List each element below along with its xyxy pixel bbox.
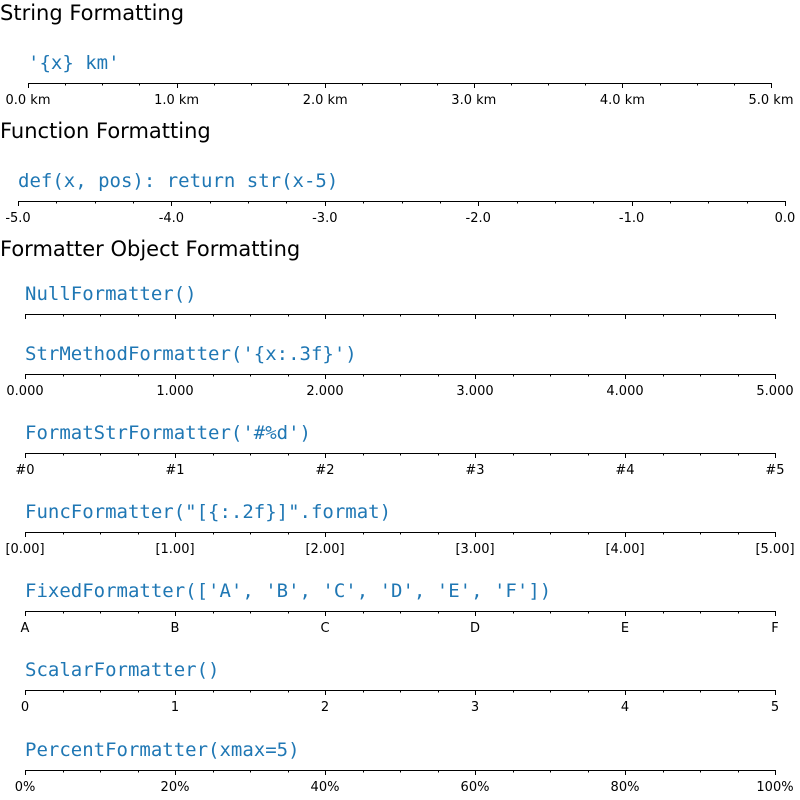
tick-label: 20% (160, 780, 190, 795)
formatter-annotation: PercentFormatter(xmax=5) (25, 739, 300, 761)
tick-label: 2.000 (306, 384, 344, 399)
tick-label: #0 (15, 463, 35, 478)
tick-label: 1.0 km (154, 93, 200, 108)
tick-label: #1 (165, 463, 185, 478)
tick-label: #3 (465, 463, 485, 478)
tick-label: 100% (756, 780, 794, 795)
tick-label: [3.00] (455, 542, 495, 557)
tick-label: 0 (20, 700, 30, 715)
tick-label: C (320, 621, 330, 636)
tick-label: 5 (770, 700, 780, 715)
formatter-annotation: StrMethodFormatter('{x:.3f}') (25, 343, 357, 365)
tick-label: 40% (310, 780, 340, 795)
formatter-annotation: FixedFormatter(['A', 'B', 'C', 'D', 'E',… (25, 580, 552, 602)
formatter-annotation: FuncFormatter("[{:.2f}]".format) (25, 501, 392, 523)
tick-label: 0.0 km (5, 93, 51, 108)
tick-label: 4.0 km (599, 93, 645, 108)
tick-label: 3.0 km (451, 93, 497, 108)
tick-label: 0.0 (774, 211, 796, 226)
tick-label: 2 (320, 700, 330, 715)
tick-label: #2 (315, 463, 335, 478)
tick-label: -2.0 (465, 211, 491, 226)
formatter-annotation: ScalarFormatter() (25, 659, 220, 681)
tick-label: 4 (620, 700, 630, 715)
formatter-annotation: FormatStrFormatter('#%d') (25, 422, 311, 444)
tick-label: D (469, 621, 481, 636)
tick-label: 4.000 (606, 384, 644, 399)
tick-label: 5.000 (756, 384, 794, 399)
tick-label: 3.000 (456, 384, 494, 399)
formatter-annotation: '{x} km' (28, 52, 120, 74)
tick-label: [5.00] (755, 542, 795, 557)
tick-label: -3.0 (312, 211, 338, 226)
section-title-string: String Formatting (0, 1, 185, 25)
tick-label: -5.0 (5, 211, 31, 226)
tick-label: E (620, 621, 630, 636)
tick-label: -4.0 (158, 211, 185, 226)
formatter-annotation: def(x, pos): return str(x-5) (18, 170, 339, 192)
formatter-annotation: NullFormatter() (25, 283, 197, 305)
tick-label: 0.000 (6, 384, 44, 399)
tick-label: 60% (460, 780, 490, 795)
tick-label: #5 (765, 463, 785, 478)
tick-label: 1 (170, 700, 180, 715)
section-title-formatter-object: Formatter Object Formatting (0, 237, 301, 261)
tick-label: F (771, 621, 779, 636)
tick-label: 0% (14, 780, 36, 795)
tick-label: 2.0 km (302, 93, 348, 108)
tick-label: A (20, 621, 30, 636)
section-title-function: Function Formatting (0, 119, 211, 143)
tick-label: [4.00] (605, 542, 645, 557)
tick-label: 1.000 (156, 384, 194, 399)
tick-label: 5.0 km (748, 93, 794, 108)
tick-label: 3 (470, 700, 480, 715)
tick-label: [1.00] (155, 542, 195, 557)
tick-label: [2.00] (305, 542, 345, 557)
tick-label: -1.0 (618, 211, 645, 226)
tick-label: #4 (615, 463, 635, 478)
tick-label: 80% (610, 780, 640, 795)
tick-label: B (170, 621, 180, 636)
tick-label: [0.00] (5, 542, 45, 557)
